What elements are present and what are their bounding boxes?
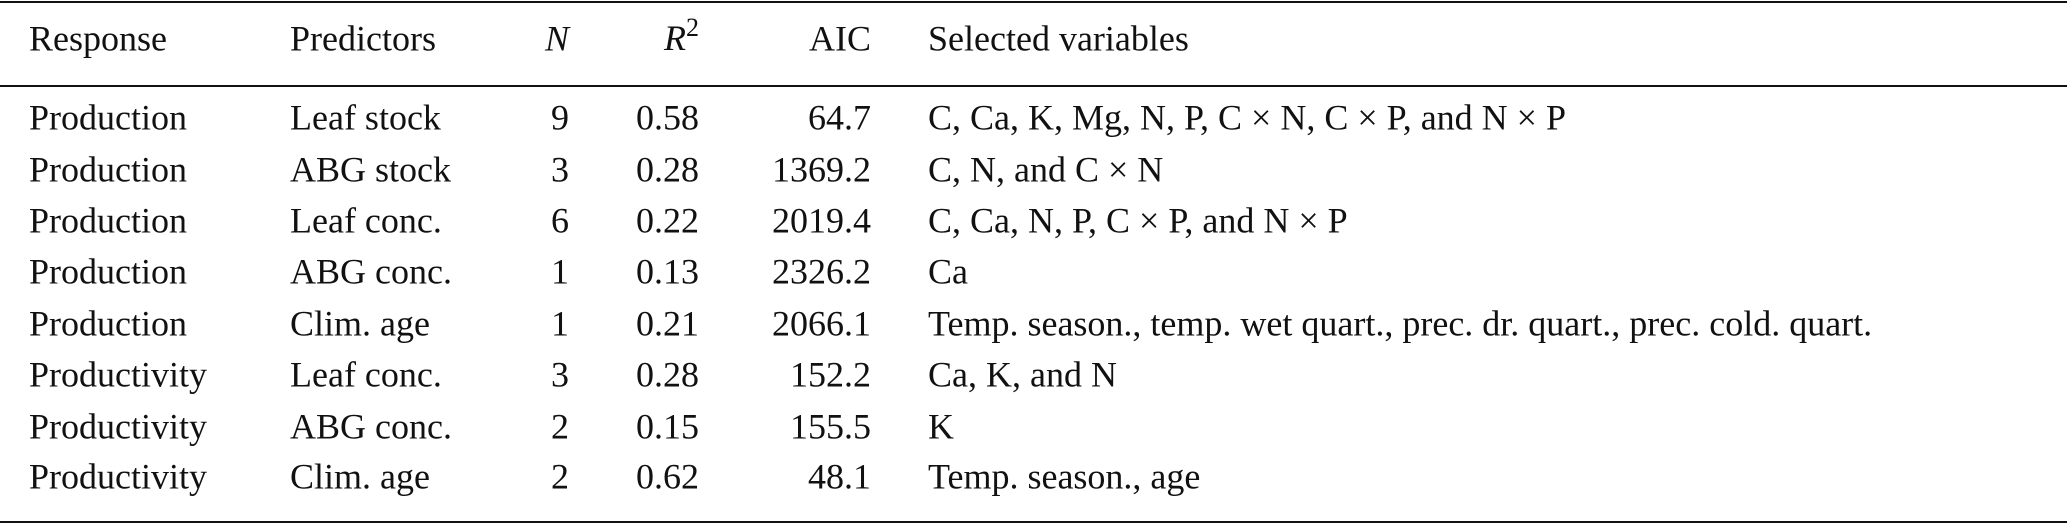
table-cell: 155.5 [790,406,871,446]
table-cell: 2 [551,406,569,446]
table-cell: 2066.1 [772,303,871,343]
table-cell: ABG conc. [290,406,452,446]
table-cell: C, Ca, N, P, C × P, and N × P [928,200,1348,240]
header-sup: 2 [686,13,699,42]
table-cell: 152.2 [790,354,871,394]
table-cell: Leaf conc. [290,200,442,240]
table-cell: Leaf conc. [290,354,442,394]
table-cell: Productivity [29,354,207,394]
table-cell: 1 [551,303,569,343]
table-cell: C, N, and C × N [928,149,1163,189]
header-cell: Selected variables [928,18,1189,58]
table-cell: Ca, K, and N [928,354,1117,394]
table-cell: 1 [551,251,569,291]
table-cell: 3 [551,354,569,394]
table-cell: Temp. season., temp. wet quart., prec. d… [928,303,1872,343]
table-cell: C, Ca, K, Mg, N, P, C × N, C × P, and N … [928,97,1566,137]
table-cell: Leaf stock [290,97,441,137]
header-cell: N [544,18,571,58]
table-cell: Production [29,200,187,240]
table-cell: 64.7 [808,97,871,137]
table-cell: K [928,406,954,446]
table-cell: Clim. age [290,303,430,343]
table-cell: Ca [928,251,968,291]
table-cell: Productivity [29,406,207,446]
header-cell: AIC [809,18,871,58]
table-cell: 0.22 [636,200,699,240]
table-cell: 0.21 [636,303,699,343]
table-cell: 0.58 [636,97,699,137]
table-cell: 2019.4 [772,200,871,240]
table-cell: Production [29,97,187,137]
header-cell: Response [29,18,167,58]
table-cell: Productivity [29,456,207,496]
table-cell: 3 [551,149,569,189]
header-cell: Predictors [290,18,436,58]
table-cell: Clim. age [290,456,430,496]
table-cell: 2326.2 [772,251,871,291]
header-cell: R2 [663,13,699,58]
table-cell: Production [29,303,187,343]
table-cell: 9 [551,97,569,137]
table-cell: 0.62 [636,456,699,496]
table-cell: 0.28 [636,354,699,394]
table-cell: Temp. season., age [928,456,1200,496]
table-cell: Production [29,149,187,189]
table-cell: ABG stock [290,149,451,189]
table-cell: 6 [551,200,569,240]
table-cell: 1369.2 [772,149,871,189]
table-cell: ABG conc. [290,251,452,291]
header-base: R [663,18,686,58]
table-cell: 0.13 [636,251,699,291]
table-cell: Production [29,251,187,291]
table-cell: 0.15 [636,406,699,446]
table-cell: 0.28 [636,149,699,189]
table-cell: 2 [551,456,569,496]
table-cell: 48.1 [808,456,871,496]
